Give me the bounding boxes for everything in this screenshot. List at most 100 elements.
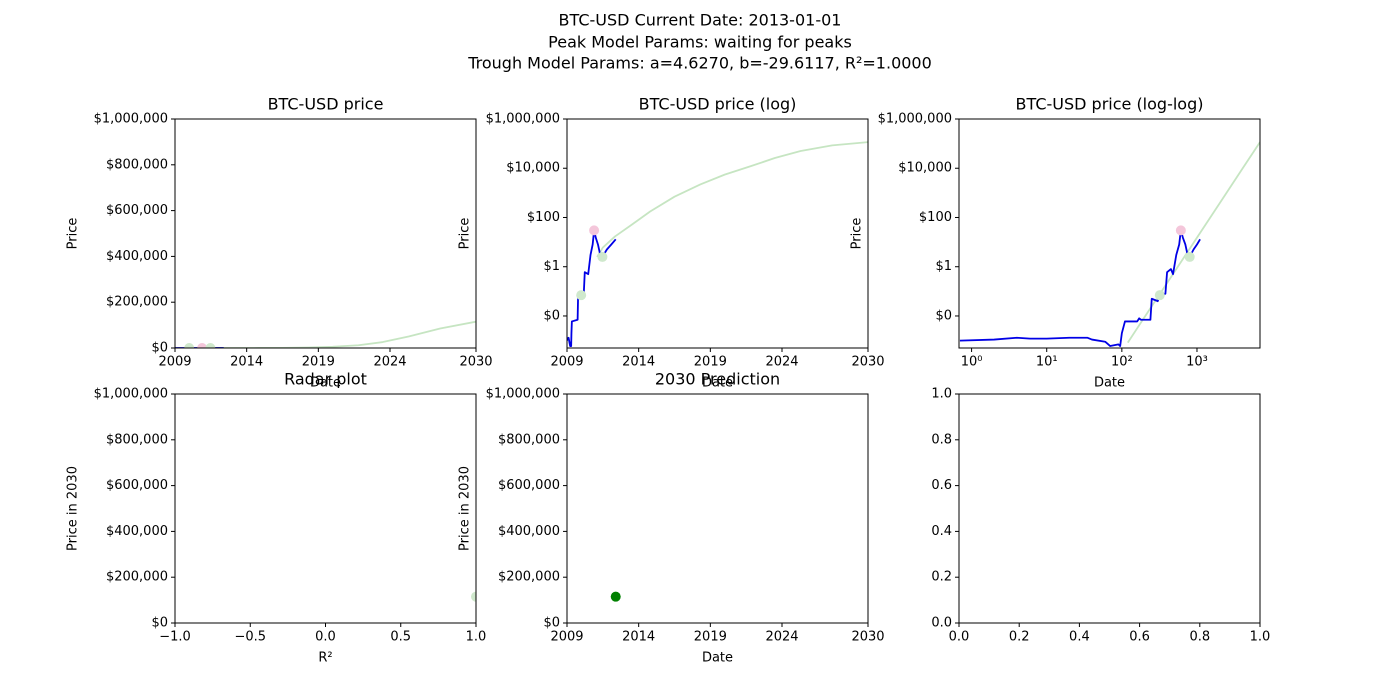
axes: 2009 2014 2019 2024 2030 $0 $1 $100 $10,000 $1,00…	[458, 95, 885, 391]
axes-frame	[566, 118, 869, 349]
y-tick-label: $1,000,000	[94, 387, 168, 402]
point	[205, 343, 216, 348]
plot-area	[471, 591, 476, 602]
x-axis-label: Date	[702, 651, 733, 666]
y-tick-label: $600,000	[106, 203, 168, 218]
x-tick-label: 2030	[459, 355, 492, 370]
x-tick-label: 2030	[851, 355, 884, 370]
axes: 2009 2014 2019 2024 2030 $0 $200,000 $400,000 $6…	[66, 95, 493, 391]
y-tick-label: $10,000	[506, 161, 560, 176]
point	[1175, 225, 1186, 236]
y-tick-label: $600,000	[106, 478, 168, 493]
y-tick-label: $1,000,000	[94, 112, 168, 127]
x-tick-label: 2009	[158, 355, 191, 370]
y-tick-label: $200,000	[106, 295, 168, 310]
axes-title: Radar plot	[284, 370, 367, 389]
x-tick-label: 10⁰	[961, 355, 983, 370]
y-axis-label: Price in 2030	[458, 466, 473, 551]
point	[1184, 251, 1195, 262]
point	[610, 591, 621, 602]
y-tick-label: 0.8	[931, 432, 952, 447]
point	[1154, 290, 1165, 301]
y-tick-label: 0.2	[931, 570, 952, 585]
point	[471, 591, 476, 602]
y-tick-label: $800,000	[106, 432, 168, 447]
y-tick-label: $0	[151, 616, 168, 631]
x-tick-label: 2024	[373, 355, 406, 370]
y-axis-label: Price in 2030	[66, 466, 81, 551]
axes-frame	[174, 118, 477, 349]
y-tick-label: $400,000	[498, 524, 560, 539]
axes-title: BTC-USD price (log-log)	[1016, 95, 1204, 114]
y-tick-label: $0	[543, 616, 560, 631]
x-tick-label: 2014	[622, 630, 655, 645]
x-axis-label: Date	[310, 376, 341, 391]
y-tick-label: $100	[919, 210, 952, 225]
axes: 0.0 0.2 0.4 0.6 0.8 1.0 0.0 0.2 0.4 0.6 0.8 1.0	[931, 387, 1270, 645]
y-tick-label: 0.6	[931, 478, 952, 493]
x-tick-label: 2019	[694, 355, 727, 370]
y-tick-label: $0	[935, 308, 952, 323]
x-tick-label: 1.0	[466, 630, 487, 645]
x-axis-label: Date	[1094, 376, 1125, 391]
suptitle: Peak Model Params: waiting for peaks	[548, 33, 852, 52]
price-line	[959, 229, 1201, 347]
point	[597, 251, 608, 262]
y-axis-label: Price	[66, 218, 81, 250]
y-tick-label: 0.0	[931, 616, 952, 631]
x-tick-label: 10¹	[1036, 355, 1058, 370]
price-line	[596, 141, 868, 258]
plot-area	[610, 591, 621, 602]
x-tick-label: 0.5	[390, 630, 411, 645]
x-tick-label: 2014	[230, 355, 263, 370]
y-tick-label: $1,000,000	[486, 112, 560, 127]
point	[197, 342, 208, 348]
y-tick-label: $800,000	[498, 432, 560, 447]
point	[184, 343, 195, 348]
y-tick-label: $1	[935, 259, 952, 274]
y-tick-label: $400,000	[106, 524, 168, 539]
point	[576, 290, 587, 301]
axes-frame	[958, 393, 1261, 624]
y-axis-label: Price	[850, 218, 865, 250]
x-axis-label: R²	[318, 651, 332, 666]
price-line	[1127, 141, 1260, 344]
x-tick-label: 2019	[694, 630, 727, 645]
x-tick-label: 2009	[550, 355, 583, 370]
y-tick-label: $100	[527, 210, 560, 225]
y-tick-label: $400,000	[106, 249, 168, 264]
y-tick-label: 0.4	[931, 524, 952, 539]
axes: 2009 2014 2019 2024 2030 $0 $200,000 $400,000 $6…	[458, 370, 885, 666]
x-tick-label: 0.4	[1069, 630, 1090, 645]
x-tick-label: 0.2	[1009, 630, 1030, 645]
suptitle: Trough Model Params: a=4.6270, b=-29.611…	[467, 54, 932, 73]
y-tick-label: $1	[543, 259, 560, 274]
axes: 10⁰ 10¹ 10² 10³ $0 $1 $100 $10,000 $1,000,000 BTC…	[850, 95, 1261, 391]
y-tick-label: $200,000	[498, 570, 560, 585]
y-tick-label: 1.0	[931, 387, 952, 402]
y-tick-label: $200,000	[106, 570, 168, 585]
x-tick-label: 2014	[622, 355, 655, 370]
axes-title: BTC-USD price	[268, 95, 384, 114]
y-axis-label: Price	[458, 218, 473, 250]
suptitle: BTC-USD Current Date: 2013-01-01	[559, 11, 842, 30]
x-tick-label: −0.5	[234, 630, 266, 645]
x-tick-label: 2030	[851, 630, 884, 645]
y-tick-label: $800,000	[106, 157, 168, 172]
x-tick-label: 2009	[550, 630, 583, 645]
axes-frame	[958, 118, 1261, 349]
point	[589, 225, 600, 236]
x-tick-label: 2019	[302, 355, 335, 370]
plot-area	[959, 141, 1260, 347]
x-tick-label: 0.8	[1189, 630, 1210, 645]
x-axis-label: Date	[702, 376, 733, 391]
x-tick-label: 10²	[1111, 355, 1133, 370]
axes-frame	[566, 393, 869, 624]
y-tick-label: $0	[151, 341, 168, 356]
axes: −1.0 −0.5 0.0 0.5 1.0 $0 $200,000 $400,000 $600,…	[66, 370, 487, 666]
x-tick-label: 0.0	[949, 630, 970, 645]
y-tick-label: $0	[543, 308, 560, 323]
y-tick-label: $600,000	[498, 478, 560, 493]
